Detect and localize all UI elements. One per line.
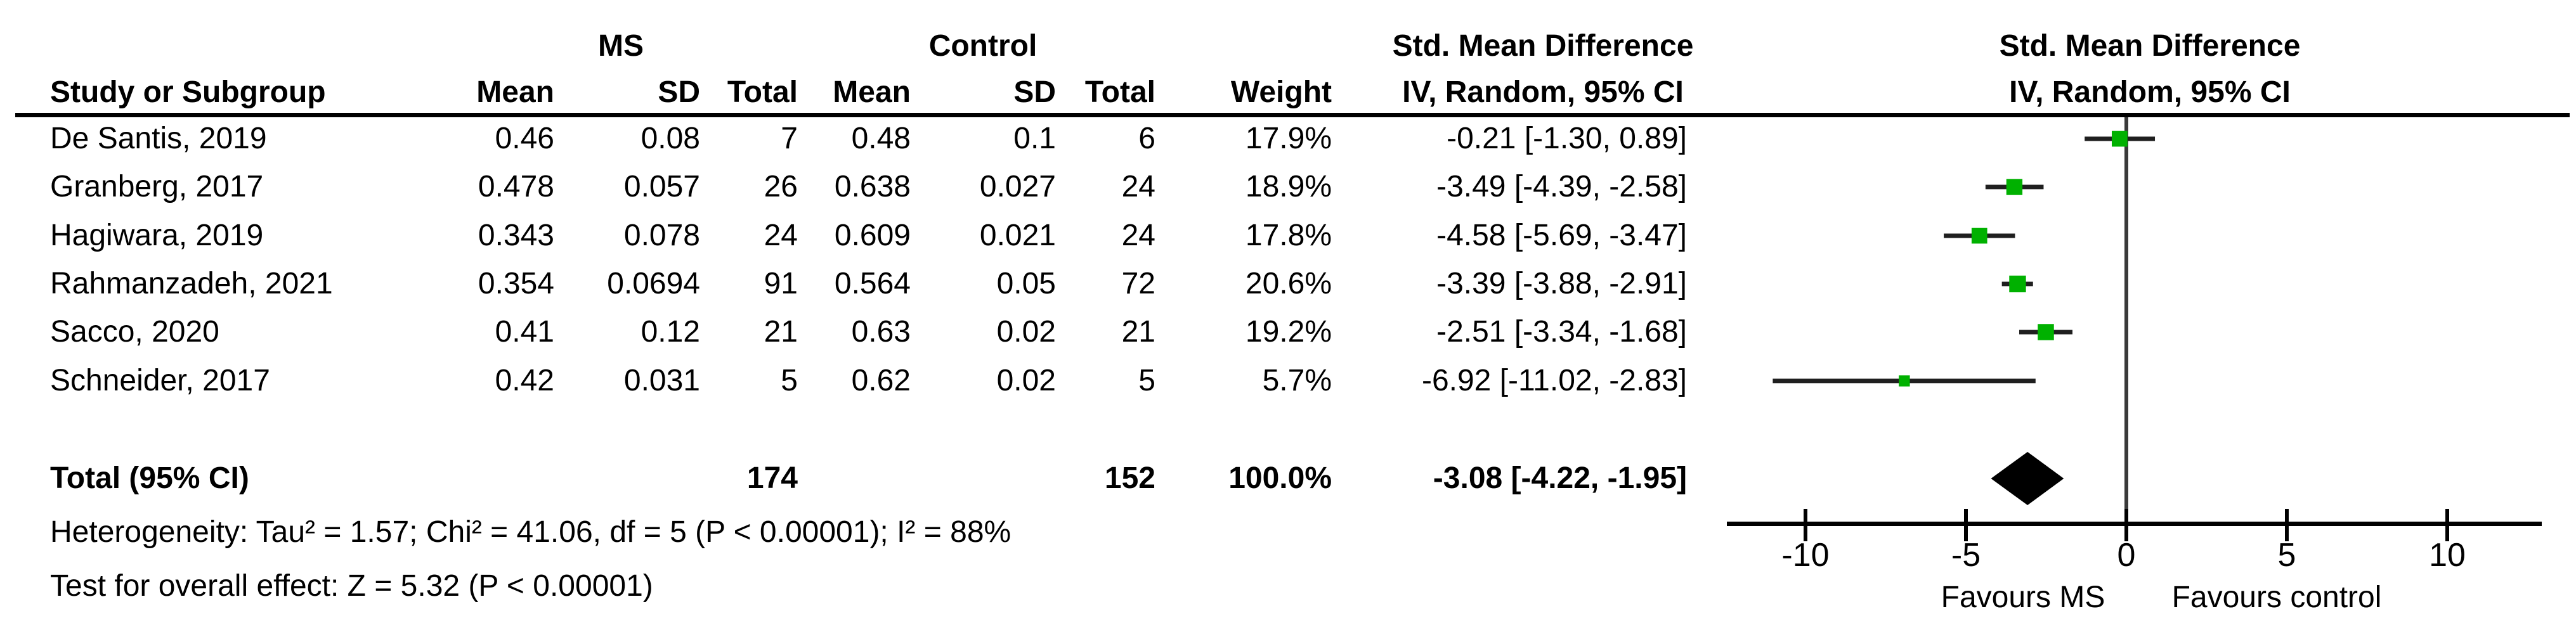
cell-ci: -0.21 [-1.30, 0.89]	[1447, 122, 1687, 155]
cell-study: Sacco, 2020	[50, 315, 219, 349]
col-header-ci-plot: IV, Random, 95% CI	[2009, 75, 2291, 109]
total-label: Total (95% CI)	[50, 461, 249, 495]
cell-weight: 20.6%	[1245, 267, 1332, 300]
cell-weight: 18.9%	[1245, 170, 1332, 203]
cell-c_total: 24	[1121, 219, 1155, 252]
cell-ms_mean: 0.478	[478, 170, 554, 203]
group-header-smd-table: Std. Mean Difference	[1392, 29, 1694, 63]
study-marker	[1899, 375, 1910, 387]
axis-tick	[2445, 509, 2449, 541]
header-rule	[15, 113, 2570, 117]
col-header-ms-sd: SD	[658, 75, 700, 109]
cell-c_sd: 0.021	[979, 219, 1056, 252]
cell-ms_sd: 0.057	[623, 170, 700, 203]
study-marker	[2006, 179, 2023, 195]
cell-ms_total: 5	[781, 364, 798, 397]
cell-c_mean: 0.564	[834, 267, 911, 300]
axis-tick-label: -10	[1781, 537, 1829, 574]
group-header-ms: MS	[598, 29, 644, 63]
zero-line	[2124, 117, 2128, 522]
cell-study: Hagiwara, 2019	[50, 219, 264, 252]
cell-ci: -3.49 [-4.39, -2.58]	[1436, 170, 1687, 203]
col-header-c-sd: SD	[1013, 75, 1056, 109]
cell-ms_mean: 0.343	[478, 219, 554, 252]
axis-tick-label: 0	[2117, 537, 2136, 574]
total-ms-total: 174	[746, 461, 798, 495]
cell-c_mean: 0.609	[834, 219, 911, 252]
group-header-smd-plot: Std. Mean Difference	[1999, 29, 2301, 63]
cell-c_total: 72	[1121, 267, 1155, 300]
cell-c_sd: 0.02	[996, 364, 1056, 397]
cell-study: Granberg, 2017	[50, 170, 264, 203]
cell-c_sd: 0.02	[996, 315, 1056, 349]
cell-weight: 17.8%	[1245, 219, 1332, 252]
cell-study: De Santis, 2019	[50, 122, 267, 155]
overall-diamond	[1991, 452, 2064, 505]
col-header-study: Study or Subgroup	[50, 75, 326, 109]
cell-c_total: 21	[1121, 315, 1155, 349]
axis-tick	[1804, 509, 1807, 541]
cell-weight: 17.9%	[1245, 122, 1332, 155]
cell-ms_sd: 0.031	[623, 364, 700, 397]
axis-tick	[1964, 509, 1968, 541]
axis-tick	[2285, 509, 2289, 541]
cell-ms_total: 24	[764, 219, 798, 252]
cell-ms_total: 91	[764, 267, 798, 300]
cell-ci: -6.92 [-11.02, -2.83]	[1421, 364, 1687, 397]
x-axis-line	[1727, 522, 2542, 526]
cell-ci: -2.51 [-3.34, -1.68]	[1436, 315, 1687, 349]
col-header-c-mean: Mean	[833, 75, 911, 109]
overall-effect-line: Test for overall effect: Z = 5.32 (P < 0…	[50, 569, 653, 603]
cell-c_mean: 0.62	[851, 364, 911, 397]
cell-ms_sd: 0.0694	[607, 267, 700, 300]
favours-left-label: Favours MS	[1941, 581, 2105, 614]
cell-ms_mean: 0.42	[495, 364, 554, 397]
cell-c_total: 5	[1138, 364, 1155, 397]
study-marker	[2038, 324, 2054, 340]
cell-weight: 5.7%	[1262, 364, 1332, 397]
cell-c_total: 6	[1138, 122, 1155, 155]
cell-c_sd: 0.1	[1013, 122, 1056, 155]
col-header-ms-mean: Mean	[476, 75, 554, 109]
cell-ms_mean: 0.41	[495, 315, 554, 349]
cell-c_sd: 0.05	[996, 267, 1056, 300]
axis-tick-label: -5	[1951, 537, 1981, 574]
col-header-c-total: Total	[1084, 75, 1155, 109]
col-header-weight: Weight	[1230, 75, 1332, 109]
study-marker	[2009, 275, 2026, 293]
total-weight: 100.0%	[1228, 461, 1332, 495]
cell-ms_mean: 0.46	[495, 122, 554, 155]
cell-ms_mean: 0.354	[478, 267, 554, 300]
col-header-ms-total: Total	[727, 75, 798, 109]
study-marker	[1971, 228, 1987, 244]
group-header-control: Control	[928, 29, 1038, 63]
cell-ms_sd: 0.12	[641, 315, 700, 349]
cell-c_mean: 0.48	[851, 122, 911, 155]
favours-right-label: Favours control	[2172, 581, 2382, 614]
cell-ci: -3.39 [-3.88, -2.91]	[1436, 267, 1687, 300]
cell-c_mean: 0.63	[851, 315, 911, 349]
cell-study: Schneider, 2017	[50, 364, 270, 397]
total-c-total: 152	[1104, 461, 1155, 495]
axis-tick-label: 10	[2429, 537, 2466, 574]
total-ci: -3.08 [-4.22, -1.95]	[1433, 461, 1687, 495]
cell-ms_total: 7	[781, 122, 798, 155]
axis-tick	[2124, 509, 2128, 541]
cell-ms_sd: 0.078	[623, 219, 700, 252]
axis-tick-label: 5	[2278, 537, 2296, 574]
cell-c_mean: 0.638	[834, 170, 911, 203]
cell-ci: -4.58 [-5.69, -3.47]	[1436, 219, 1687, 252]
cell-weight: 19.2%	[1245, 315, 1332, 349]
study-marker	[2112, 131, 2128, 147]
heterogeneity-line: Heterogeneity: Tau² = 1.57; Chi² = 41.06…	[50, 515, 1012, 549]
col-header-ci-table: IV, Random, 95% CI	[1402, 75, 1684, 109]
cell-ms_total: 21	[764, 315, 798, 349]
cell-c_sd: 0.027	[979, 170, 1056, 203]
cell-ms_total: 26	[764, 170, 798, 203]
cell-ms_sd: 0.08	[641, 122, 700, 155]
cell-study: Rahmanzadeh, 2021	[50, 267, 333, 300]
cell-c_total: 24	[1121, 170, 1155, 203]
